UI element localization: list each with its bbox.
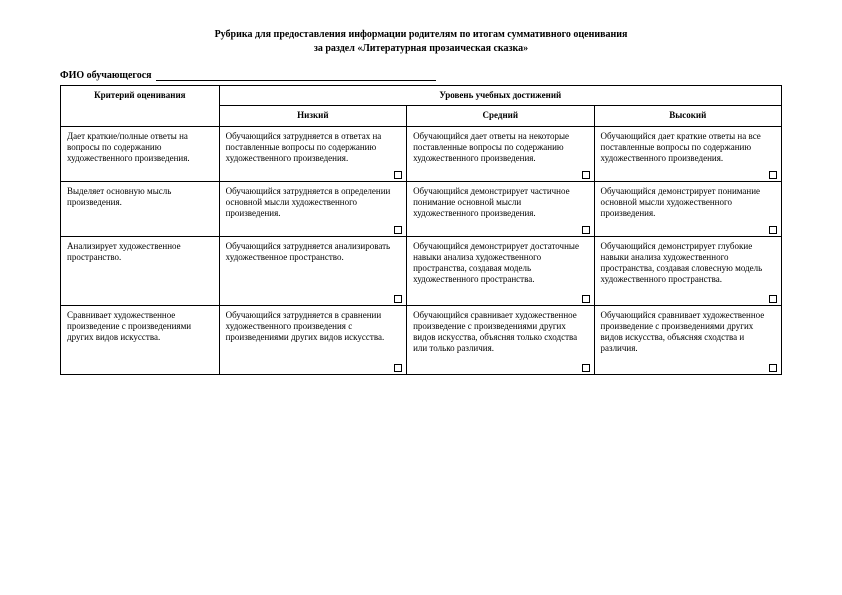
cell-text: Обучающийся сравнивает художественное пр…	[601, 310, 765, 354]
fio-line: ФИО обучающегося	[60, 70, 782, 81]
cell-text: Обучающийся затрудняется анализировать х…	[226, 241, 391, 262]
cell-text: Обучающийся демонстрирует частичное пони…	[413, 186, 570, 219]
level-cell-low: Обучающийся затрудняется в определении о…	[219, 181, 406, 236]
header-low: Низкий	[219, 106, 406, 126]
cell-text: Обучающийся затрудняется в определении о…	[226, 186, 391, 219]
document-page: Рубрика для предоставления информации ро…	[0, 0, 842, 395]
checkbox-icon[interactable]	[769, 226, 777, 234]
checkbox-icon[interactable]	[582, 295, 590, 303]
checkbox-icon[interactable]	[394, 171, 402, 179]
checkbox-icon[interactable]	[394, 226, 402, 234]
criterion-cell: Выделяет основную мысль произведения.	[61, 181, 220, 236]
checkbox-icon[interactable]	[394, 364, 402, 372]
header-levels-group: Уровень учебных достижений	[219, 86, 781, 106]
level-cell-medium: Обучающийся сравнивает художественное пр…	[407, 305, 594, 374]
table-row: Выделяет основную мысль произведения. Об…	[61, 181, 782, 236]
cell-text: Обучающийся затрудняется в сравнении худ…	[226, 310, 385, 343]
header-medium: Средний	[407, 106, 594, 126]
checkbox-icon[interactable]	[769, 171, 777, 179]
cell-text: Обучающийся дает краткие ответы на все п…	[601, 131, 761, 164]
table-row: Анализирует художественное пространство.…	[61, 236, 782, 305]
table-row: Дает краткие/полные ответы на вопросы по…	[61, 126, 782, 181]
criterion-cell: Анализирует художественное пространство.	[61, 236, 220, 305]
checkbox-icon[interactable]	[769, 364, 777, 372]
checkbox-icon[interactable]	[769, 295, 777, 303]
table-row: Сравнивает художественное произведение с…	[61, 305, 782, 374]
criterion-cell: Сравнивает художественное произведение с…	[61, 305, 220, 374]
level-cell-medium: Обучающийся демонстрирует достаточные на…	[407, 236, 594, 305]
header-criteria: Критерий оценивания	[61, 86, 220, 127]
fio-underline	[156, 80, 436, 81]
criterion-cell: Дает краткие/полные ответы на вопросы по…	[61, 126, 220, 181]
level-cell-medium: Обучающийся дает ответы на некоторые пос…	[407, 126, 594, 181]
level-cell-high: Обучающийся сравнивает художественное пр…	[594, 305, 781, 374]
cell-text: Обучающийся демонстрирует глубокие навык…	[601, 241, 763, 285]
level-cell-medium: Обучающийся демонстрирует частичное пони…	[407, 181, 594, 236]
checkbox-icon[interactable]	[582, 171, 590, 179]
cell-text: Обучающийся сравнивает художественное пр…	[413, 310, 577, 354]
level-cell-high: Обучающийся демонстрирует глубокие навык…	[594, 236, 781, 305]
level-cell-high: Обучающийся дает краткие ответы на все п…	[594, 126, 781, 181]
level-cell-low: Обучающийся затрудняется в ответах на по…	[219, 126, 406, 181]
cell-text: Обучающийся затрудняется в ответах на по…	[226, 131, 382, 164]
cell-text: Обучающийся демонстрирует понимание осно…	[601, 186, 761, 219]
document-title: Рубрика для предоставления информации ро…	[60, 28, 782, 56]
level-cell-low: Обучающийся затрудняется анализировать х…	[219, 236, 406, 305]
checkbox-icon[interactable]	[394, 295, 402, 303]
header-high: Высокий	[594, 106, 781, 126]
level-cell-low: Обучающийся затрудняется в сравнении худ…	[219, 305, 406, 374]
title-line-1: Рубрика для предоставления информации ро…	[215, 29, 628, 40]
checkbox-icon[interactable]	[582, 226, 590, 234]
checkbox-icon[interactable]	[582, 364, 590, 372]
rubric-table: Критерий оценивания Уровень учебных дост…	[60, 85, 782, 375]
cell-text: Обучающийся дает ответы на некоторые пос…	[413, 131, 569, 164]
title-line-2: за раздел «Литературная прозаическая ска…	[314, 43, 528, 54]
cell-text: Обучающийся демонстрирует достаточные на…	[413, 241, 579, 285]
fio-label: ФИО обучающегося	[60, 70, 152, 81]
level-cell-high: Обучающийся демонстрирует понимание осно…	[594, 181, 781, 236]
